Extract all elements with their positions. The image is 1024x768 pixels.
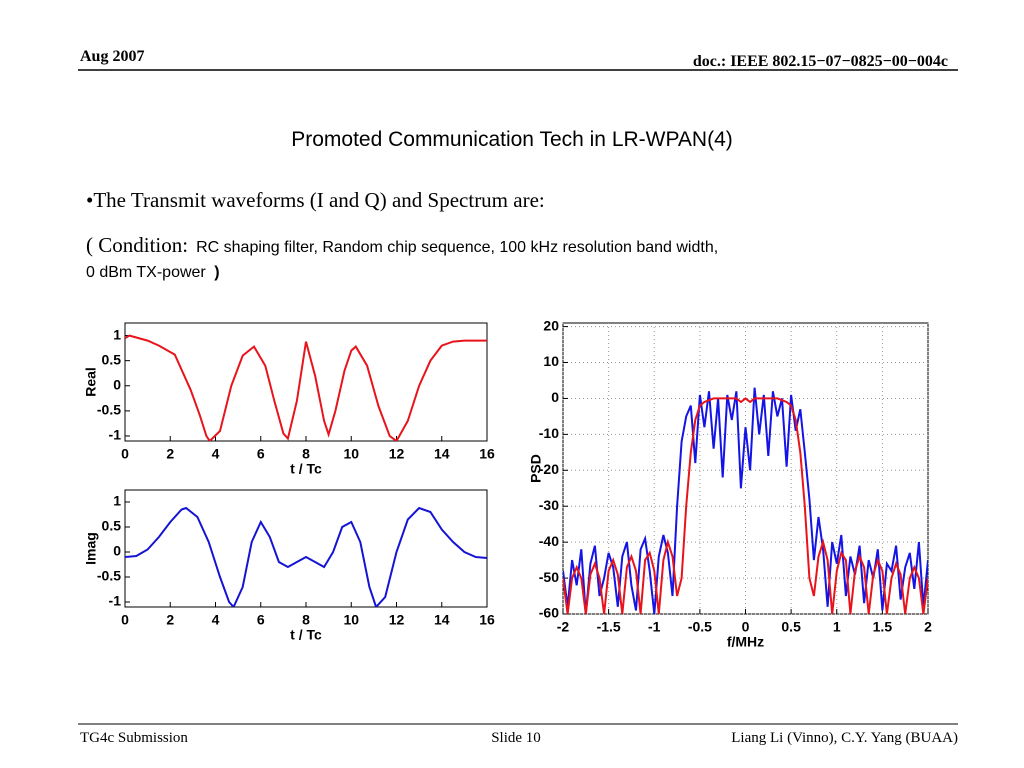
x-tick-label: 4: [212, 612, 220, 628]
x-tick-label: 1: [833, 619, 841, 635]
y-tick-label: 10: [543, 353, 559, 369]
x-tick-label: 2: [924, 619, 932, 635]
footer-left: TG4c Submission: [80, 730, 188, 746]
footer-right: Liang Li (Vinno), C.Y. Yang (BUAA): [731, 730, 958, 746]
footer-center: Slide 10: [491, 730, 541, 746]
condition-line1: ( Condition: RC shaping filter, Random c…: [86, 233, 718, 257]
x-tick-label: 0: [121, 612, 129, 628]
y-tick-label: 0: [551, 389, 559, 405]
y-tick-label: 0: [113, 376, 121, 392]
x-tick-label: 8: [302, 612, 310, 628]
y-tick-label: 0: [113, 543, 121, 559]
y-tick-label: -30: [539, 497, 559, 513]
x-axis-label: f/MHz: [727, 634, 764, 650]
condition-text2: 0 dBm TX-power: [86, 264, 206, 281]
y-tick-label: -40: [539, 533, 559, 549]
y-tick-label: -60: [539, 605, 559, 621]
x-axis-label: t / Tc: [290, 627, 322, 643]
condition-text: RC shaping filter, Random chip sequence,…: [196, 239, 718, 256]
x-tick-label: 12: [389, 612, 405, 628]
series-line: [563, 387, 928, 614]
y-tick-label: 1: [113, 326, 121, 342]
series-line: [563, 397, 928, 614]
x-tick-label: 12: [389, 446, 405, 462]
x-tick-label: 1.5: [873, 619, 893, 635]
bullet: •The Transmit waveforms (I and Q) and Sp…: [86, 188, 545, 212]
doc-id: doc.: IEEE 802.15−07−0825−00−004c: [693, 53, 948, 70]
series-line: [125, 334, 487, 441]
x-tick-label: 0: [742, 619, 750, 635]
y-axis-label: Real: [83, 367, 99, 397]
y-tick-label: -0.5: [97, 568, 121, 584]
y-tick-label: -10: [539, 425, 559, 441]
y-tick-label: 0.5: [102, 518, 122, 534]
y-tick-label: 20: [543, 317, 559, 333]
x-tick-label: 8: [302, 446, 310, 462]
y-tick-label: -20: [539, 461, 559, 477]
x-tick-label: 2: [166, 612, 174, 628]
y-tick-label: 1: [113, 493, 121, 509]
x-tick-label: 2: [166, 446, 174, 462]
x-tick-label: 16: [479, 446, 495, 462]
x-tick-label: 14: [434, 446, 450, 462]
x-tick-label: 10: [343, 612, 359, 628]
y-tick-label: -0.5: [97, 402, 121, 418]
x-tick-label: 16: [479, 612, 495, 628]
x-tick-label: 0.5: [781, 619, 801, 635]
y-axis-label: PSD: [528, 454, 544, 483]
y-tick-label: -1: [109, 427, 122, 443]
x-tick-label: 14: [434, 612, 450, 628]
x-tick-label: -1.5: [597, 619, 621, 635]
plot-frame: [124, 489, 488, 608]
x-tick-label: 0: [121, 446, 129, 462]
x-tick-label: 10: [343, 446, 359, 462]
condition-line2: 0 dBm TX-power ): [86, 264, 220, 281]
y-tick-label: -50: [539, 569, 559, 585]
plot-frame: [562, 322, 929, 615]
condition-close: ): [214, 264, 219, 281]
y-tick-label: -1: [109, 593, 122, 609]
x-tick-label: 6: [257, 612, 265, 628]
y-tick-label: 0.5: [102, 351, 122, 367]
x-tick-label: -0.5: [688, 619, 712, 635]
y-axis-label: Imag: [83, 532, 99, 565]
condition-open: ( Condition:: [86, 233, 188, 257]
x-tick-label: 4: [212, 446, 220, 462]
x-tick-label: 6: [257, 446, 265, 462]
x-tick-label: -1: [648, 619, 661, 635]
x-axis-label: t / Tc: [290, 461, 322, 477]
plot-frame: [124, 322, 488, 442]
x-tick-label: -2: [557, 619, 570, 635]
date: Aug 2007: [80, 48, 144, 65]
series-line: [125, 506, 487, 607]
slide-title: Promoted Communication Tech in LR-WPAN(4…: [291, 128, 733, 151]
